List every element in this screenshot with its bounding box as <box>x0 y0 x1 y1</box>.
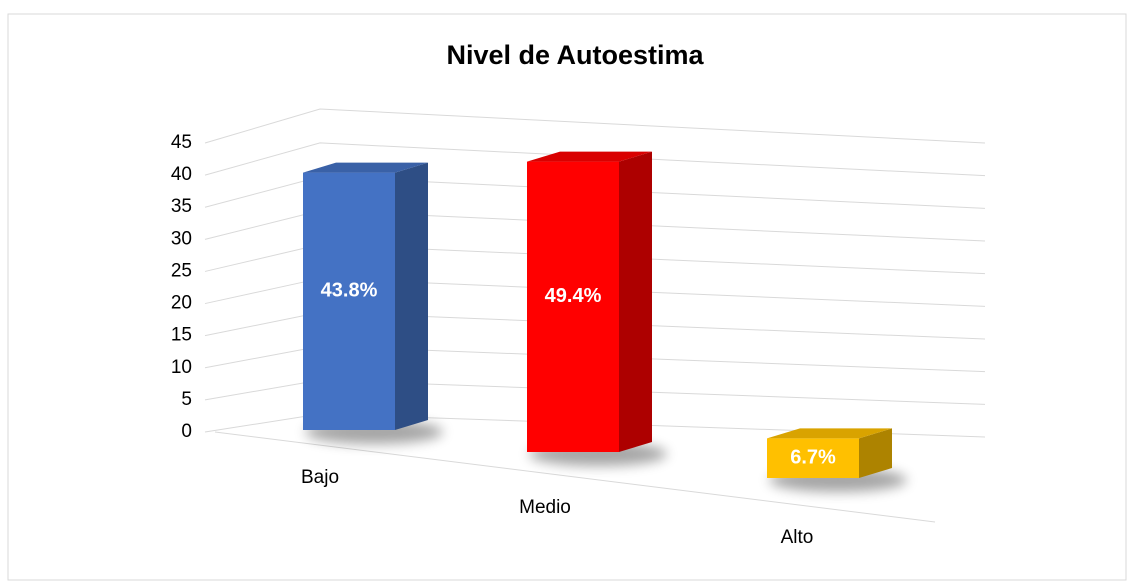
floor-edge <box>214 431 936 523</box>
grid-line <box>204 142 986 177</box>
y-tick-label: 0 <box>181 421 192 442</box>
y-tick-label: 30 <box>171 228 192 249</box>
data-label: 49.4% <box>545 285 602 307</box>
y-tick-label: 40 <box>171 164 192 185</box>
chart-title: Nivel de Autoestima <box>446 40 704 70</box>
bar-top <box>303 162 428 173</box>
grid-line <box>204 108 986 144</box>
y-tick-label: 15 <box>171 325 192 346</box>
data-label: 43.8% <box>321 280 378 302</box>
bar-top <box>767 428 892 439</box>
bar-side <box>619 151 652 452</box>
bar <box>767 438 859 478</box>
bar <box>303 172 395 430</box>
x-tick-label: Medio <box>519 497 571 518</box>
bar <box>527 161 619 452</box>
y-tick-label: 25 <box>171 260 192 281</box>
y-tick-label: 10 <box>171 357 192 378</box>
bar-side <box>859 428 892 478</box>
x-tick-label: Alto <box>781 527 814 548</box>
y-tick-label: 45 <box>171 132 192 153</box>
data-label: 6.7% <box>790 446 836 468</box>
bars: Bajo 43.8% Medio 49.4% Alto 6.7% <box>301 151 907 548</box>
y-tick-label: 5 <box>181 389 192 410</box>
bar-side <box>395 162 428 430</box>
x-tick-label: Bajo <box>301 467 339 488</box>
bar-top <box>527 151 652 162</box>
y-tick-label: 20 <box>171 293 192 314</box>
y-tick-label: 35 <box>171 196 192 217</box>
